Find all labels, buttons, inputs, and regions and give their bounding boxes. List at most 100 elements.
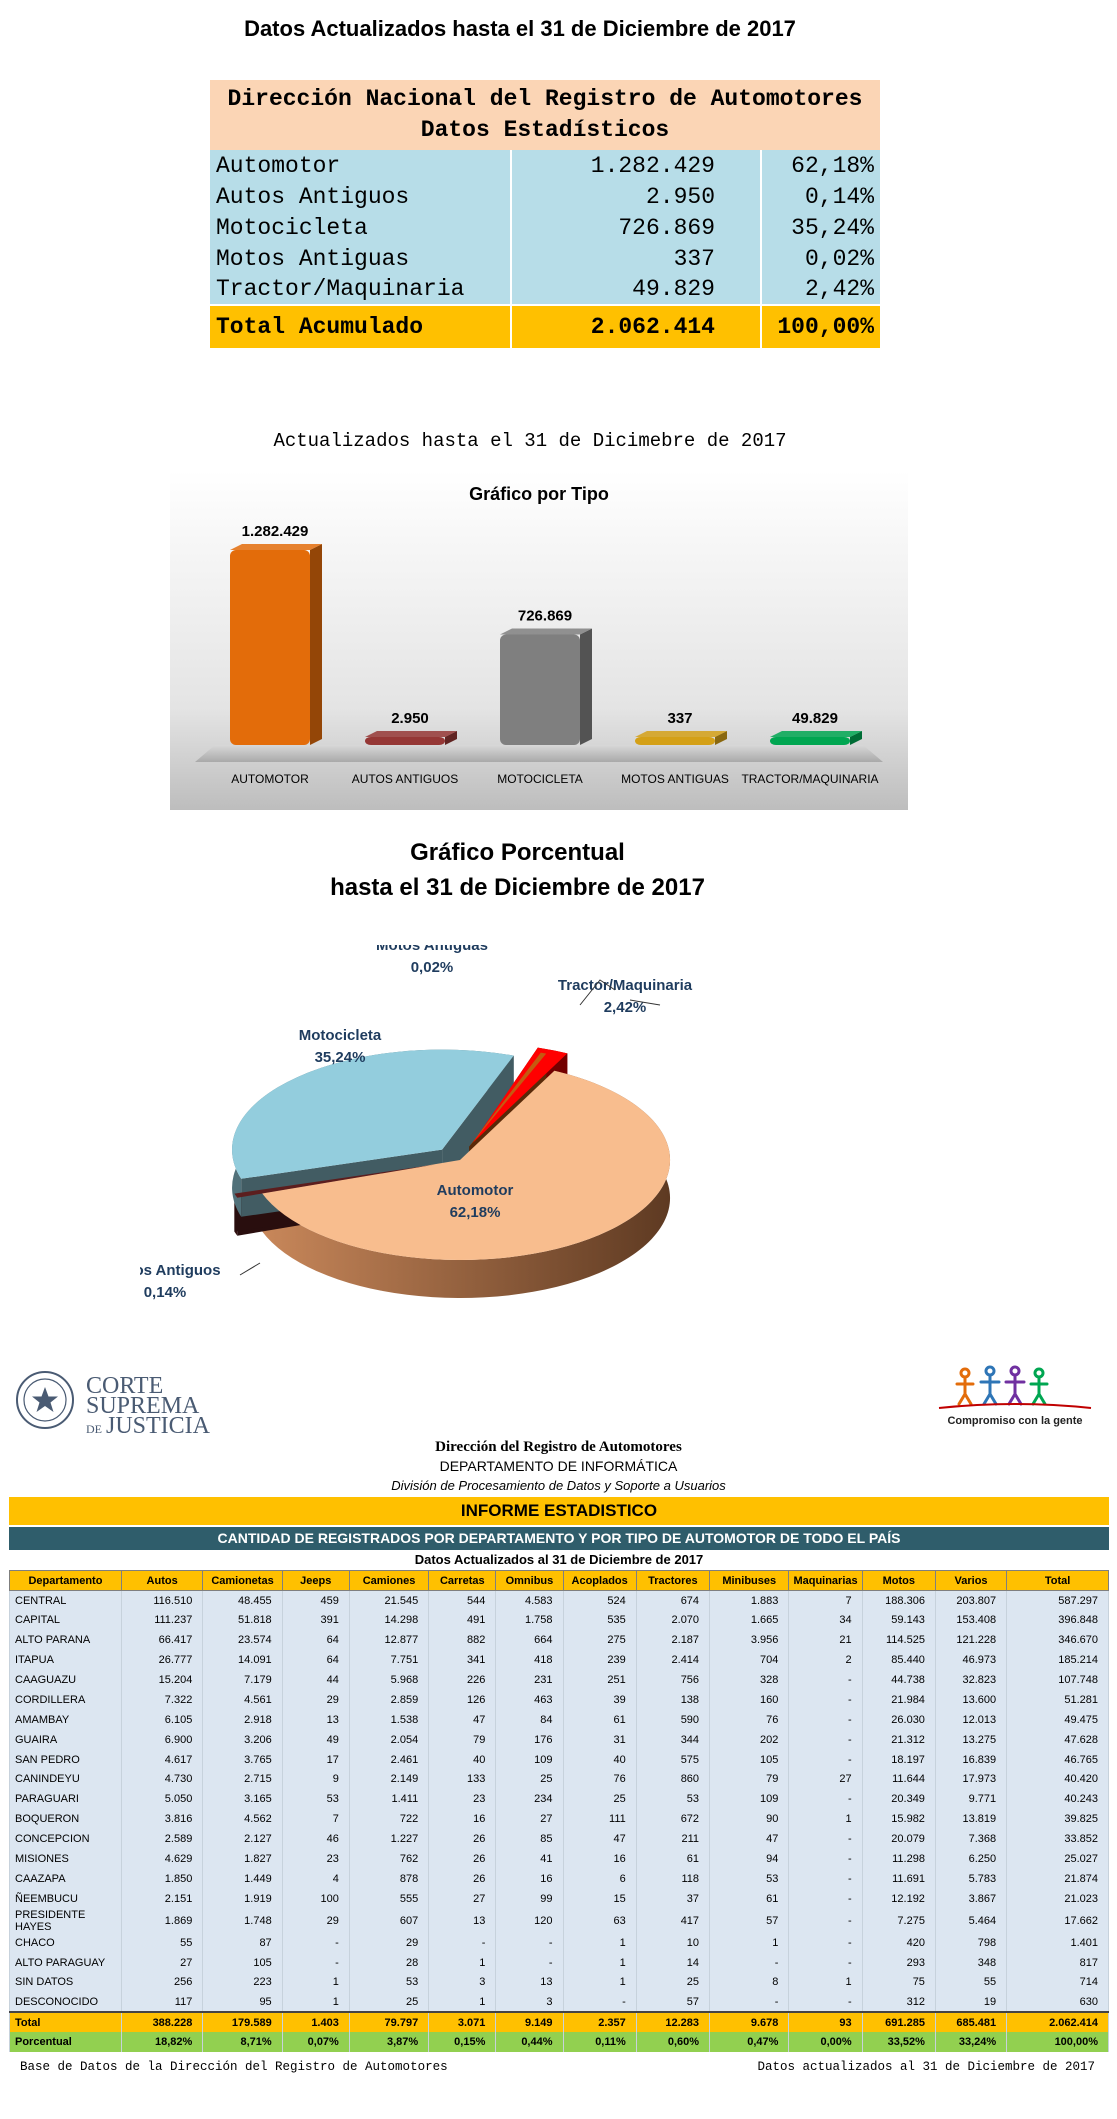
row-label: ITAPUA <box>9 1650 122 1671</box>
bar-motocicleta <box>500 628 592 745</box>
table-cell: 29 <box>348 1932 430 1953</box>
table-cell: 251 <box>562 1670 637 1690</box>
table-row: GUAIRA 6.900 3.206 49 2.054 79 176 31 344 202-21.… <box>9 1729 1109 1750</box>
summary-value: 726.869 <box>511 212 762 243</box>
column-header: Autos <box>120 1570 204 1591</box>
summary-type: Tractor/Maquinaria <box>210 274 512 305</box>
table-cell: 7.275 <box>861 1908 936 1933</box>
table-cell: 23 <box>281 1849 350 1869</box>
table-cell: 93 <box>788 2011 863 2033</box>
summary-type: Automotor <box>210 150 512 181</box>
table-cell: 17 <box>281 1749 350 1770</box>
table-cell: 29 <box>281 1908 350 1933</box>
table-cell: 2.187 <box>635 1630 711 1651</box>
report-title: INFORME ESTADISTICO <box>9 1497 1109 1525</box>
table-cell: 1.449 <box>202 1868 283 1889</box>
table-cell: 21.874 <box>1006 1868 1109 1889</box>
row-label: CENTRAL <box>9 1590 122 1611</box>
summary-percent: 0,14% <box>761 181 880 212</box>
table-cell: 61 <box>562 1709 637 1730</box>
bar-chart: Gráfico por Tipo 1.282.429 AUTOMOTOR 2.950… <box>170 470 908 810</box>
table-cell: 0,00% <box>788 2032 863 2053</box>
table-row: ÑEEMBUCU 2.151 1.919 100 555 27 99 15 37 61-12.19… <box>9 1888 1109 1909</box>
table-cell: 63 <box>562 1908 637 1933</box>
table-cell: 1.827 <box>202 1849 283 1869</box>
table-cell: 817 <box>1006 1952 1109 1973</box>
org-line-3: División de Procesamiento de Datos y Sop… <box>391 1478 726 1493</box>
summary-row: Autos Antiguos 2.950 0,14% <box>210 181 880 212</box>
table-cell: 100,00% <box>1006 2032 1109 2053</box>
summary-row: Motocicleta 726.869 35,24% <box>210 212 880 243</box>
table-cell: 211 <box>635 1829 711 1850</box>
column-header: Departamento <box>9 1570 122 1591</box>
table-row: SIN DATOS 256 223 1 53 3 13 1 25 8 1 75 55 714 <box>9 1972 1109 1993</box>
table-cell: 118 <box>635 1868 711 1889</box>
table-cell: - <box>788 1729 863 1750</box>
table-cell: 13 <box>281 1709 350 1730</box>
table-cell: 1 <box>428 1992 497 2013</box>
table-cell: 27 <box>495 1809 564 1830</box>
row-label: ALTO PARAGUAY <box>9 1952 122 1973</box>
footer-date: Datos actualizados al 31 de Diciembre de… <box>757 2060 1095 2074</box>
table-cell: - <box>788 1749 863 1770</box>
bar-automotor <box>230 544 322 745</box>
pie-slice-motocicleta <box>232 1049 514 1179</box>
table-cell: - <box>788 1908 863 1933</box>
table-cell: 3.206 <box>202 1729 283 1750</box>
table-cell: 7 <box>281 1809 350 1830</box>
column-header: Tractores <box>635 1570 711 1591</box>
table-cell: 26 <box>428 1868 497 1889</box>
table-cell: 25 <box>562 1789 637 1810</box>
column-header: Motos <box>861 1570 936 1591</box>
bar-value-label: 2.950 <box>391 710 429 727</box>
row-label: SAN PEDRO <box>9 1749 122 1770</box>
summary-header-line1: Dirección Nacional del Registro de Autom… <box>227 86 863 112</box>
table-cell: 3.165 <box>202 1789 283 1810</box>
row-label: MISIONES <box>9 1849 122 1869</box>
table-cell: 76 <box>709 1709 790 1730</box>
bar-category-label: MOTOCICLETA <box>497 772 583 786</box>
table-cell: - <box>788 1868 863 1889</box>
table-cell: 23 <box>428 1789 497 1810</box>
table-cell: 1 <box>428 1952 497 1973</box>
table-cell: 12.877 <box>348 1630 430 1651</box>
table-cell: 2.589 <box>120 1829 204 1850</box>
summary-type: Autos Antiguos <box>210 181 512 212</box>
table-cell: 459 <box>281 1590 350 1611</box>
summary-row: Tractor/Maquinaria 49.829 2,42% <box>210 274 880 305</box>
person-icon-head-3 <box>1009 1365 1021 1377</box>
pie-value-label: 62,18% <box>450 1204 501 1221</box>
table-cell: 18,82% <box>120 2032 204 2053</box>
table-cell: 2 <box>788 1650 863 1671</box>
pie-slice-tractor-maquinaria <box>472 1047 568 1143</box>
table-cell: 2.357 <box>562 2011 637 2033</box>
table-cell: 26.777 <box>120 1650 204 1671</box>
table-cell: 33,52% <box>861 2032 936 2053</box>
table-cell: 630 <box>1006 1992 1109 2013</box>
summary-table: Dirección Nacional del Registro de Autom… <box>210 80 880 348</box>
table-cell: 12.013 <box>934 1709 1008 1730</box>
table-cell: 0,44% <box>495 2032 564 2053</box>
table-cell: 37 <box>635 1888 711 1909</box>
column-header: Varios <box>934 1570 1008 1591</box>
summary-type: Motocicleta <box>210 212 512 243</box>
table-cell: 49.475 <box>1006 1709 1109 1730</box>
table-cell: 391 <box>281 1610 350 1631</box>
person-icon-head-2 <box>984 1365 996 1377</box>
summary-value: 1.282.429 <box>511 150 762 181</box>
table-cell: 79 <box>428 1729 497 1750</box>
row-label: CHACO <box>9 1932 122 1953</box>
table-cell: 18.197 <box>861 1749 936 1770</box>
table-cell: 328 <box>709 1670 790 1690</box>
org-line-2: DEPARTAMENTO DE INFORMÁTICA <box>439 1458 678 1474</box>
table-cell: - <box>788 1709 863 1730</box>
pie-chart: Automotor 62,18% Autos Antiguos 0,14% Motoci… <box>140 945 693 1301</box>
table-cell: 491 <box>428 1610 497 1631</box>
table-cell: 84 <box>495 1709 564 1730</box>
table-cell: 7.751 <box>348 1650 430 1671</box>
table-cell: 882 <box>428 1630 497 1651</box>
table-row: PRESIDENTE HAYES 1.869 1.748 29 607 13 120 63 41… <box>9 1908 1109 1933</box>
table-cell: 20.349 <box>861 1789 936 1810</box>
bar-category-label: TRACTOR/MAQUINARIA <box>741 772 878 786</box>
table-cell: 4 <box>281 1868 350 1889</box>
